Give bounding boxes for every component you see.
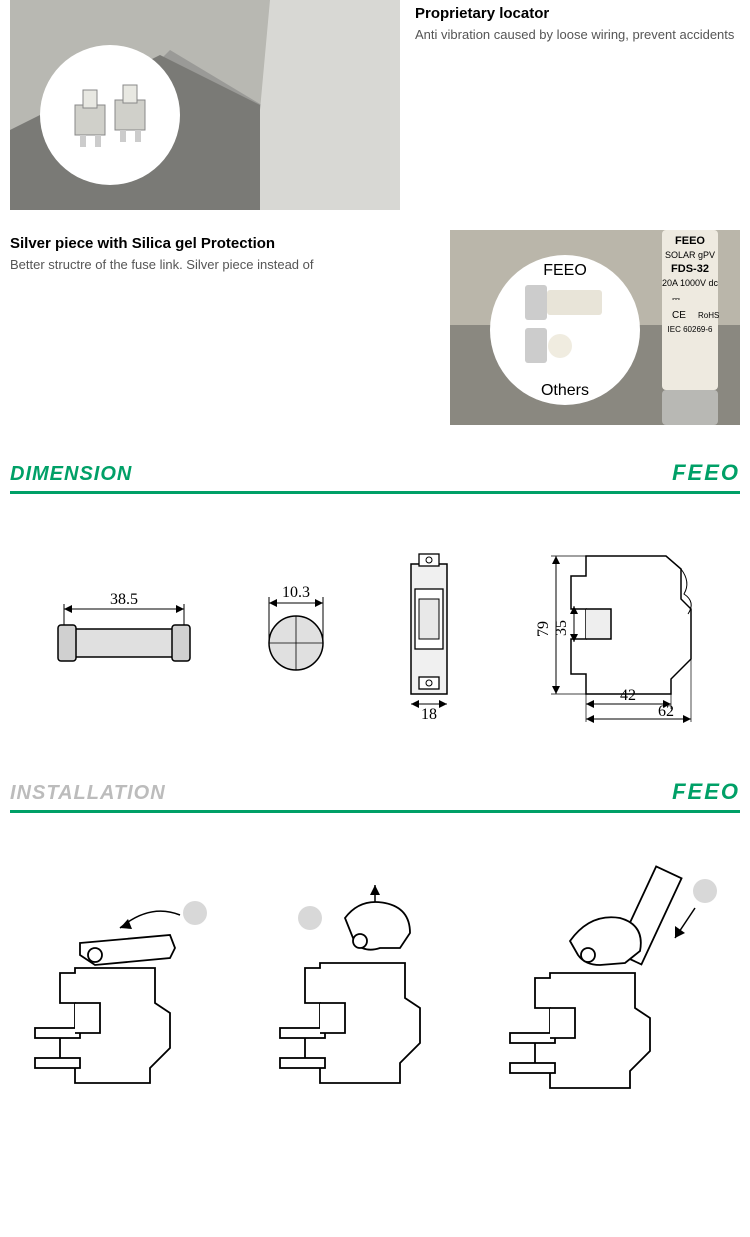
svg-text:RoHS: RoHS	[698, 311, 719, 320]
svg-text:62: 62	[658, 703, 674, 720]
svg-text:IEC 60269-6: IEC 60269-6	[668, 325, 713, 334]
svg-text:CE: CE	[672, 310, 686, 321]
feature1-title: Proprietary locator	[415, 5, 740, 22]
svg-text:FDS-32: FDS-32	[671, 263, 709, 275]
installation-diagrams	[0, 833, 750, 1113]
dimension-heading: DIMENSION	[10, 463, 132, 486]
brand-logo: FEEO	[672, 460, 740, 486]
feature1-desc: Anti vibration caused by loose wiring, p…	[415, 27, 740, 42]
dimension-underline	[10, 491, 740, 494]
svg-text:35: 35	[553, 620, 570, 636]
svg-text:38.5: 38.5	[110, 591, 138, 608]
svg-text:18: 18	[421, 706, 437, 719]
svg-text:42: 42	[620, 687, 636, 704]
dimension-diagrams: 38.5 10.3 18	[0, 514, 750, 744]
svg-text:20A 1000V dc: 20A 1000V dc	[662, 278, 719, 288]
svg-text:79: 79	[535, 621, 552, 637]
feature2-title: Silver piece with Silica gel Protection	[10, 235, 435, 252]
svg-text:10.3: 10.3	[282, 584, 310, 601]
locator-photo	[10, 0, 400, 210]
brand-logo-2: FEEO	[672, 779, 740, 805]
feature2-desc: Better structre of the fuse link. Silver…	[10, 257, 435, 272]
svg-text:FEEO: FEEO	[675, 235, 705, 247]
svg-text:FEEO: FEEO	[543, 262, 587, 279]
silica-photo: FEEO SOLAR gPV FDS-32 20A 1000V dc ⎓ CE …	[450, 230, 740, 425]
installation-underline	[10, 810, 740, 813]
svg-text:SOLAR gPV: SOLAR gPV	[665, 250, 715, 260]
installation-heading: INSTALLATION	[10, 782, 166, 805]
svg-text:Others: Others	[541, 382, 589, 399]
svg-text:⎓: ⎓	[672, 294, 680, 305]
